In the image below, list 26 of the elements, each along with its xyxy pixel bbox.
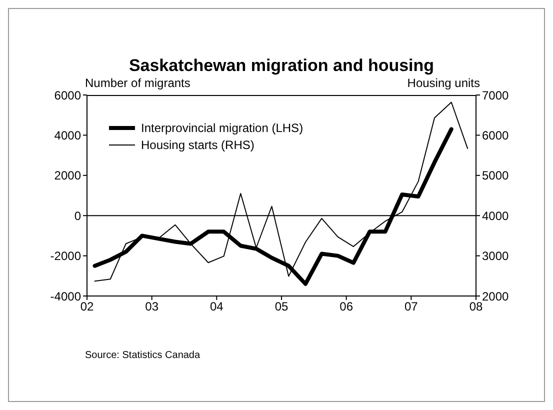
x-tick-label: 02 [80, 300, 94, 314]
legend-label: Interprovincial migration (LHS) [141, 120, 304, 134]
y-tick-label: 0 [74, 208, 82, 223]
y2-axis-title: Housing units [407, 76, 480, 90]
y2-tick-label: 3000 [482, 249, 510, 264]
y2-tick-label: 7000 [482, 88, 510, 102]
y2-tick-label: 2000 [482, 289, 510, 304]
x-tick-label: 03 [145, 300, 159, 314]
y-axis-title: Number of migrants [85, 76, 190, 90]
x-tick-label: 07 [404, 300, 418, 314]
y-tick-label: 4000 [54, 128, 82, 142]
x-tick-label: 06 [340, 300, 354, 314]
y2-tick-label: 5000 [482, 168, 510, 183]
y2-tick-label: 4000 [482, 208, 510, 223]
source-note: Source: Statistics Canada [85, 350, 200, 361]
y-tick-label: 2000 [54, 168, 82, 183]
y2-tick-label: 6000 [482, 128, 510, 142]
x-tick-label: 04 [210, 300, 224, 314]
y-tick-label: 6000 [54, 88, 82, 102]
x-tick-label: 08 [469, 300, 483, 314]
x-tick-label: 05 [274, 300, 288, 314]
chart-title: Saskatchewan migration and housing [128, 56, 436, 76]
y-tick-label: -4000 [50, 289, 82, 304]
frame-outline: Saskatchewan migration and housing Number of migrants Housing units Interprovincial migration (LHS) Housing starts (RHS) 02 03 04 05 06 07 08 -4000 -2000 0 2000 4000 6000 2000 3000 4000 5000 6000 7000 Source: Statistics Canada [8, 8, 545, 402]
legend-label: Housing starts (RHS) [141, 138, 254, 152]
y-tick-label: -2000 [50, 249, 82, 264]
